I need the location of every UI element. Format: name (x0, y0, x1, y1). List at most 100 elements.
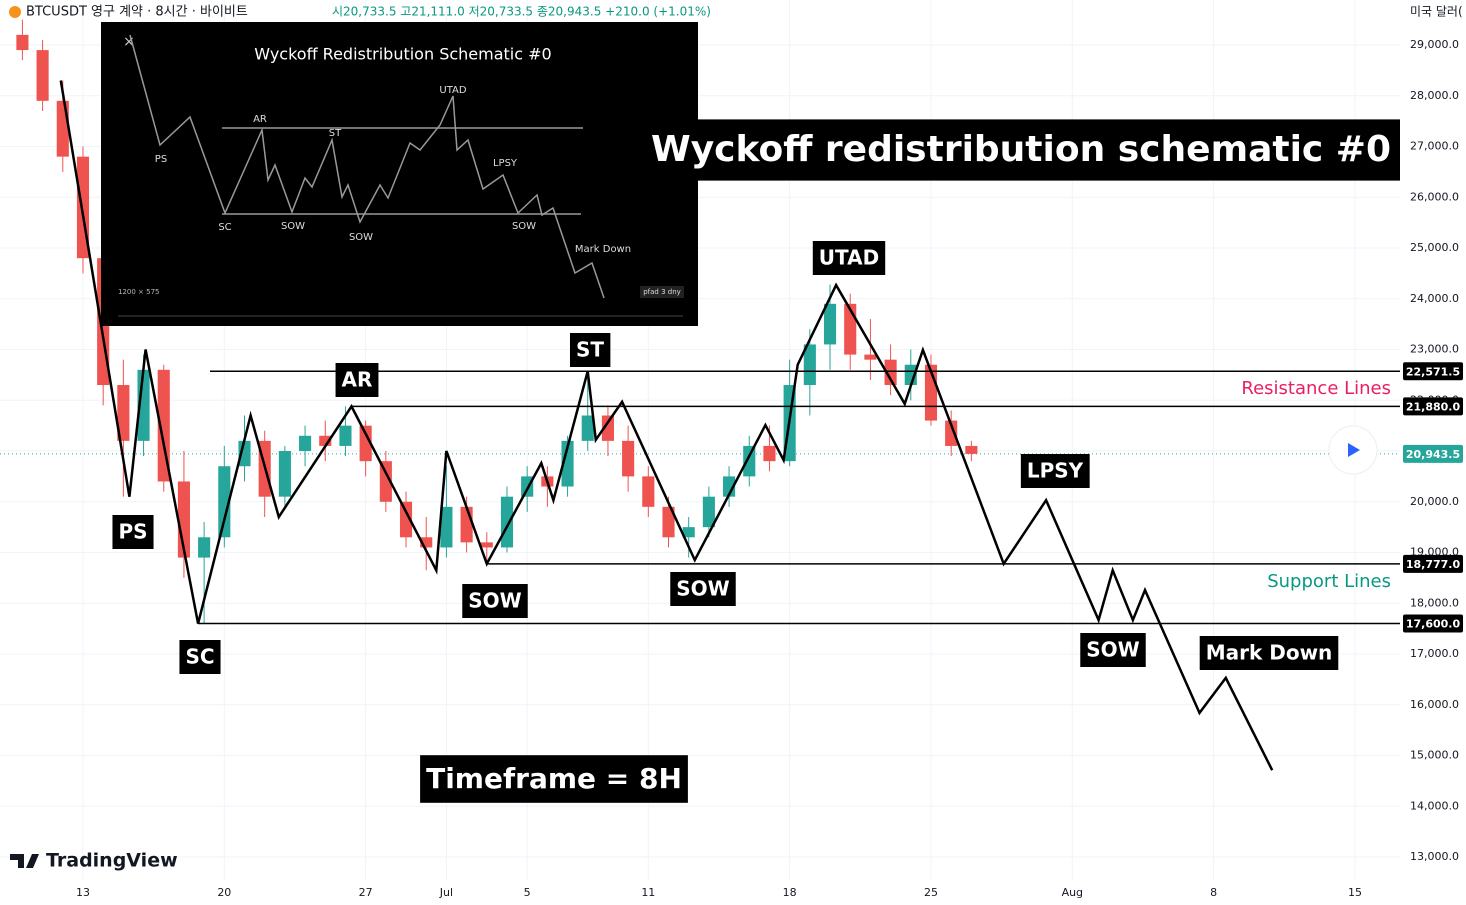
price-tag-label: 20,943.5 (1406, 448, 1460, 461)
price-tag (1403, 554, 1463, 573)
annotation-text: SOW (1086, 638, 1139, 662)
candle-body (561, 440, 574, 487)
inset-label: AR (253, 114, 267, 125)
annotations: Wyckoff redistribution schematic #0 Timef… (112, 119, 1402, 803)
annotation-text: UTAD (819, 246, 879, 270)
annotation-box (1080, 633, 1146, 667)
annotation-text: SOW (676, 577, 729, 601)
annotation: ST (569, 333, 611, 367)
logo-text: TradingView (46, 850, 178, 872)
price-tag-label: 22,571.5 (1406, 365, 1460, 378)
candle-body (319, 435, 332, 446)
inset-label: Mark Down (575, 244, 631, 255)
y-tick-label: 25,000.0 (1410, 241, 1459, 254)
y-tick-label: 28,000.0 (1410, 89, 1459, 102)
candle-body (702, 496, 715, 528)
inset-credit: pfad 3 dny (643, 288, 681, 296)
coin-icon (9, 6, 21, 18)
x-tick-label: 20 (217, 886, 231, 899)
annotation-text: SC (185, 645, 214, 669)
candle-body (56, 100, 69, 157)
annotation-box (1020, 454, 1090, 488)
candle-body (682, 527, 695, 538)
inset-label: UTAD (439, 85, 466, 96)
currency[interactable]: 미국 달러( (1410, 5, 1463, 19)
annotation: Wyckoff redistribution schematic #0 (640, 119, 1402, 181)
annotation-text: Wyckoff redistribution schematic #0 (651, 129, 1391, 170)
inset-label: SOW (512, 221, 536, 232)
candle-body (581, 415, 594, 441)
inset-label: PS (155, 154, 167, 165)
price-tags: 22,571.5 21,880.0 18,777.0 17,600.0 20,943.5 (1403, 362, 1463, 633)
candle-body (763, 445, 776, 462)
time-axis-bg (0, 880, 1466, 905)
candle-body (399, 501, 413, 538)
inset-label: SC (218, 222, 231, 233)
candle-body (16, 34, 29, 51)
y-tick-label: 26,000.0 (1410, 190, 1459, 203)
y-tick-label: 16,000.0 (1410, 698, 1459, 711)
candle-body (379, 461, 392, 502)
inset-close[interactable]: × (123, 34, 135, 50)
annotation-text: Timeframe = 8H (426, 762, 682, 795)
annotation: Timeframe = 8H (420, 755, 688, 803)
candle-body (420, 537, 433, 548)
logo: TradingView (10, 850, 178, 872)
annotation: UTAD (812, 241, 886, 275)
y-tick-label: 13,000.0 (1410, 850, 1459, 863)
annotation-box (335, 363, 379, 397)
x-tick-label: 8 (1210, 886, 1217, 899)
annotation: SOW (1080, 633, 1146, 667)
inset-label: ST (329, 128, 342, 139)
y-tick-label: 23,000.0 (1410, 343, 1459, 356)
candle-body (198, 537, 211, 558)
candle-body (884, 359, 897, 386)
candle-body (218, 466, 231, 538)
annotation-text: LPSY (1027, 459, 1084, 483)
price-tag-label: 18,777.0 (1406, 558, 1461, 571)
inset-size: 1200 × 575 (118, 288, 160, 296)
candle-body (642, 476, 655, 507)
zigzag-line (59, 80, 1274, 771)
y-tick-label: 17,000.0 (1410, 647, 1459, 660)
candle-body (440, 506, 453, 548)
y-tick-label: 15,000.0 (1410, 749, 1459, 762)
annotation: PS (112, 515, 154, 549)
annotation-box (640, 119, 1402, 181)
inset-label: SOW (281, 221, 305, 232)
x-tick-label: Aug (1062, 886, 1083, 899)
candle-body (965, 445, 978, 454)
inset-label: SOW (349, 232, 373, 243)
annotation-text: Mark Down (1206, 641, 1333, 665)
candle-body (823, 303, 837, 345)
candle-body (622, 440, 635, 477)
annotation-box (420, 755, 688, 803)
x-tick-label: 27 (359, 886, 373, 899)
annotation-box (462, 584, 528, 618)
price-tag (1403, 362, 1463, 381)
x-tick-label: 13 (76, 886, 90, 899)
price-tag (1403, 444, 1463, 463)
x-tick-label: Jul (439, 886, 453, 899)
candle-body (460, 506, 473, 543)
y-tick-label: 18,000.0 (1410, 596, 1459, 609)
candle-body (359, 425, 372, 462)
candle-body (743, 445, 756, 477)
play-icon[interactable] (1348, 443, 1360, 457)
annotation: SOW (670, 572, 736, 606)
inset-image: × Wyckoff Redistribution Schematic #0 AR… (101, 22, 698, 326)
candle-body (803, 344, 816, 386)
annotation-box (1199, 636, 1339, 670)
play-button[interactable] (1328, 425, 1378, 475)
annotation-box (812, 241, 886, 275)
inset-label: LPSY (493, 158, 518, 169)
y-tick-label: 14,000.0 (1410, 799, 1459, 812)
annotation: AR (335, 363, 379, 397)
price-tag-label: 21,880.0 (1406, 400, 1461, 413)
price-tag-label: 17,600.0 (1406, 618, 1461, 631)
symbol: BTCUSDT 영구 계약 · 8시간 · 바이비트 (26, 5, 248, 20)
candle-body (299, 435, 312, 452)
candle-body (500, 496, 514, 548)
candle-body (117, 385, 130, 441)
